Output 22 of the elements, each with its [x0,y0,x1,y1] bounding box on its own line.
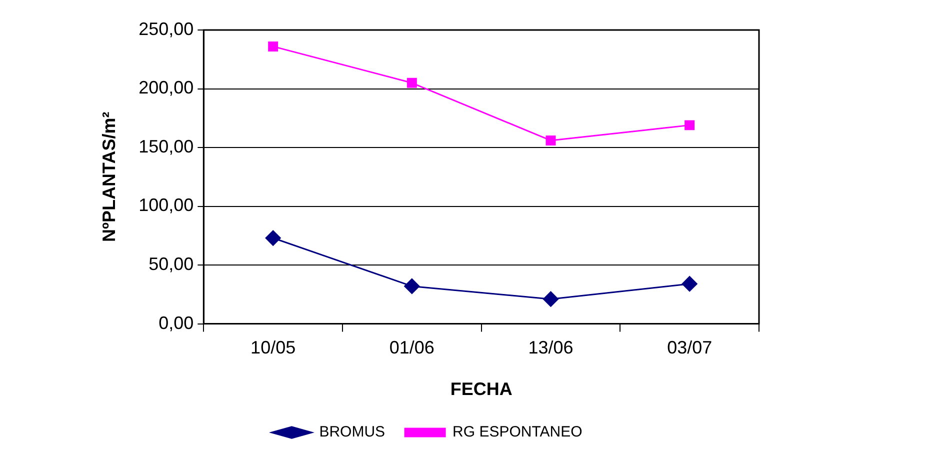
y-tick-label: 0,00 [158,312,194,333]
y-axis-title: NºPLANTAS/m² [98,112,119,242]
y-tick-label: 150,00 [138,136,194,156]
x-axis-title: FECHA [450,379,512,400]
point [404,278,420,294]
point [268,41,278,52]
y-tick-label: 250,00 [138,18,194,39]
point [406,78,417,88]
x-tick-label: 10/05 [250,338,296,358]
legend-label: BROMUS [319,424,386,441]
legend-label: RG ESPONTANEO [452,424,582,441]
y-tick-label: 100,00 [138,195,194,216]
y-tick-label: 200,00 [138,78,194,98]
x-tick-label: 03/07 [667,338,712,358]
point [684,120,695,130]
point [542,291,558,307]
point [546,135,556,146]
x-tick-label: 01/06 [389,338,434,358]
y-tick-label: 50,00 [148,254,194,274]
point [682,276,698,292]
x-tick-label: 13/06 [528,338,574,358]
point [265,230,281,246]
